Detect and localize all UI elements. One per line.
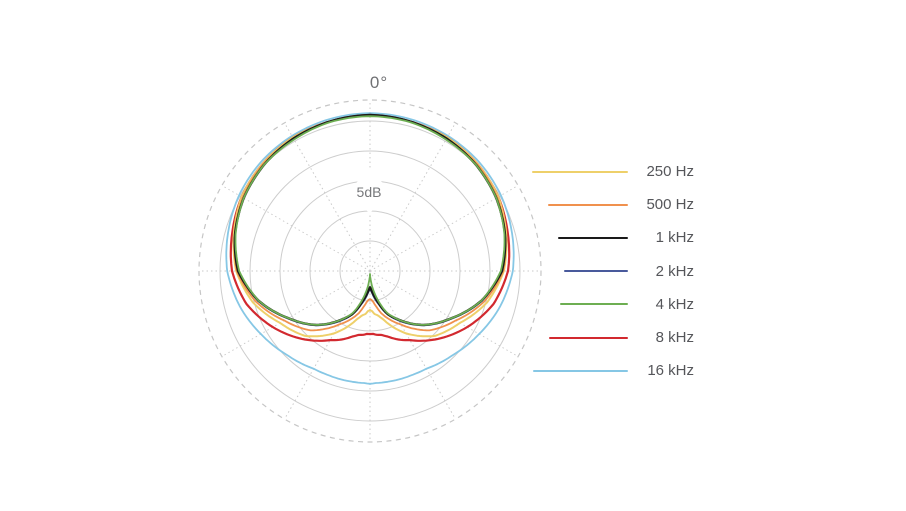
grid-radial-line: [221, 185, 371, 272]
db-scale-label: 5dB: [357, 184, 382, 200]
response-curves: [225, 112, 515, 385]
legend-item: 1 kHz: [532, 221, 702, 254]
legend-swatch-wrap: [532, 170, 628, 173]
grid-outer-boundary: [198, 99, 542, 443]
legend-label: 4 kHz: [655, 295, 694, 313]
legend-label: 8 kHz: [655, 329, 694, 347]
legend-item: 2 kHz: [532, 255, 702, 288]
legend-swatch-2-khz: [564, 270, 628, 273]
legend-label: 16 kHz: [647, 362, 694, 380]
legend-swatch-4-khz: [560, 303, 628, 306]
legend-swatch-16-khz: [533, 369, 628, 372]
legend-label: 2 kHz: [655, 262, 694, 280]
legend-swatch-wrap: [532, 236, 628, 239]
legend: 250 Hz 500 Hz 1 kHz 2 kHz 4 kHz 8 kHz 16 kHz: [532, 155, 702, 387]
polar-grid: [198, 99, 542, 443]
grid-ring: [339, 240, 401, 302]
legend-swatch-wrap: [532, 203, 628, 206]
legend-swatch-1-khz: [558, 236, 628, 239]
legend-label: 500 Hz: [646, 196, 694, 214]
legend-swatch-wrap: [532, 270, 628, 273]
legend-swatch-wrap: [532, 303, 628, 306]
grid-radial-line: [369, 270, 519, 357]
legend-swatch-250-hz: [532, 170, 628, 173]
legend-swatch-500-hz: [548, 203, 628, 206]
curve-16-khz: [225, 112, 515, 385]
legend-item: 16 kHz: [532, 354, 702, 387]
grid-radial-line: [284, 270, 371, 420]
legend-label: 250 Hz: [646, 163, 694, 181]
grid-radial-line: [221, 270, 371, 357]
curve-1-khz: [233, 113, 507, 327]
grid-radial-line: [369, 270, 456, 420]
grid-radial-line: [284, 122, 371, 272]
legend-item: 8 kHz: [532, 321, 702, 354]
legend-item: 250 Hz: [532, 155, 702, 188]
grid-ring: [249, 150, 491, 392]
grid-radial-line: [369, 122, 456, 272]
grid-radial-line: [369, 185, 519, 272]
legend-swatch-8-khz: [549, 336, 628, 339]
legend-swatch-wrap: [532, 369, 628, 372]
angle-zero-label: 0°: [370, 73, 388, 92]
legend-item: 4 kHz: [532, 288, 702, 321]
legend-swatch-wrap: [532, 336, 628, 339]
curve-4-khz: [234, 115, 506, 326]
legend-label: 1 kHz: [655, 229, 694, 247]
legend-item: 500 Hz: [532, 188, 702, 221]
db-label-background: [347, 169, 392, 214]
